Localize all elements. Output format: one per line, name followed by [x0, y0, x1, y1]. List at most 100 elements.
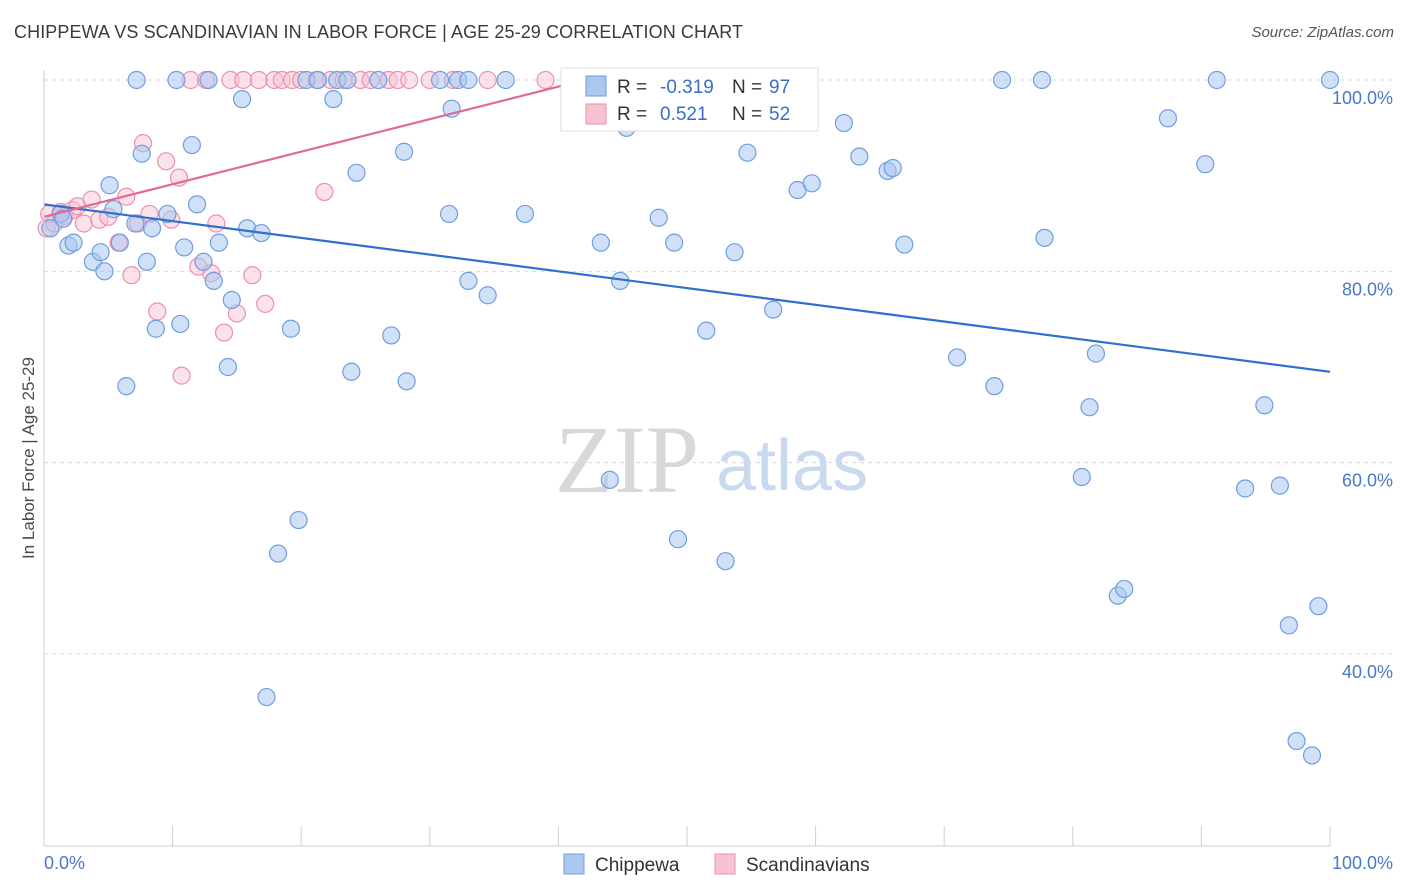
chippewa-point-11 [117, 377, 136, 396]
scandinavians-point-13 [122, 266, 141, 285]
chippewa-point-16 [146, 319, 165, 338]
bottom-legend-scandinavians: Scandinavians [746, 855, 870, 876]
chippewa-points [41, 70, 1340, 765]
chart-title: CHIPPEWA VS SCANDINAVIAN IN LABOR FORCE … [14, 22, 744, 42]
chippewa-point-93 [1309, 597, 1328, 616]
chippewa-point-59 [649, 208, 668, 227]
chippewa-trend-line [43, 203, 1331, 373]
chippewa-point-81 [1086, 344, 1106, 363]
chippewa-point-64 [725, 243, 744, 262]
chippewa-point-24 [194, 252, 213, 271]
chippewa-point-46 [430, 70, 450, 90]
scandinavians-point-46 [400, 70, 419, 90]
chippewa-point-21 [182, 135, 201, 155]
chippewa-point-91 [1287, 731, 1306, 751]
chippewa-point-50 [459, 70, 478, 90]
chippewa-point-70 [850, 147, 869, 166]
chippewa-point-17 [158, 204, 177, 224]
chippewa-point-80 [1080, 398, 1099, 417]
legend-r-label-scandinavians: R = [617, 104, 647, 125]
series-legend: Chippewa Scandinavians [563, 853, 870, 876]
chippewa-point-14 [137, 252, 156, 271]
chippewa-point-56 [600, 470, 619, 489]
chippewa-point-55 [591, 233, 610, 252]
y-tick-label-40: 40.0% [1342, 662, 1393, 682]
chippewa-point-12 [126, 214, 145, 233]
chippewa-point-83 [1115, 579, 1134, 599]
scandinavians-point-30 [234, 70, 253, 90]
x-axis-ticks [43, 826, 1331, 846]
source-credit: Source: ZipAtlas.com [1251, 24, 1394, 41]
chippewa-point-78 [1035, 228, 1054, 247]
bottom-legend-swatch-scandinavians [714, 853, 736, 875]
chippewa-point-0 [41, 219, 60, 238]
chippewa-point-10 [110, 233, 129, 252]
chippewa-point-54 [515, 204, 535, 224]
legend-swatch-chippewa [585, 75, 607, 97]
chippewa-point-18 [167, 70, 186, 90]
chippewa-point-6 [100, 176, 119, 195]
y-axis-tick-labels: 40.0% 60.0% 80.0% 100.0% [1332, 88, 1393, 682]
scandinavians-point-50 [536, 70, 555, 90]
scandinavians-point-21 [172, 366, 191, 385]
scandinavians-point-7 [74, 214, 93, 233]
scandinavians-point-31 [243, 266, 262, 285]
chippewa-point-22 [187, 195, 207, 214]
chippewa-point-87 [1236, 479, 1255, 498]
chippewa-point-42 [347, 163, 366, 182]
chippewa-point-15 [142, 219, 162, 238]
chippewa-point-20 [175, 238, 194, 257]
legend-n-value-scandinavians: 52 [769, 104, 790, 125]
chippewa-point-92 [1302, 746, 1322, 765]
chippewa-point-44 [394, 142, 414, 161]
chippewa-point-85 [1196, 155, 1215, 174]
chippewa-point-25 [204, 271, 223, 290]
legend-n-label-chippewa: N = [732, 77, 762, 98]
chippewa-point-43 [382, 326, 401, 345]
chippewa-point-29 [232, 90, 252, 109]
x-tick-label-0: 0.0% [44, 853, 85, 873]
bottom-legend-chippewa: Chippewa [595, 855, 680, 876]
chippewa-point-51 [459, 271, 478, 290]
legend-r-value-chippewa: -0.319 [660, 77, 714, 98]
chippewa-point-94 [1320, 70, 1340, 90]
chippewa-point-72 [883, 158, 902, 178]
scandinavians-point-33 [256, 294, 275, 313]
chippewa-point-68 [802, 174, 821, 193]
y-tick-label-80: 80.0% [1342, 279, 1393, 299]
chippewa-point-65 [738, 143, 757, 162]
scandinavians-point-18 [157, 152, 176, 171]
chippewa-point-40 [338, 70, 357, 90]
chippewa-point-61 [665, 233, 684, 252]
chippewa-point-32 [257, 687, 276, 707]
chippewa-point-23 [199, 70, 218, 90]
chippewa-point-35 [289, 510, 308, 530]
chippewa-point-88 [1255, 396, 1274, 415]
watermark: ZIP atlas [555, 406, 868, 513]
chippewa-point-19 [171, 314, 190, 334]
chippewa-point-26 [209, 233, 228, 252]
correlation-legend: R = -0.319 N = 97 R = 0.521 N = 52 [560, 67, 819, 132]
chippewa-point-41 [342, 362, 361, 381]
chippewa-point-34 [281, 319, 301, 338]
chippewa-point-90 [1279, 616, 1298, 635]
scandinavians-trend-line [43, 74, 604, 218]
chippewa-point-4 [64, 233, 83, 252]
watermark-atlas: atlas [716, 426, 868, 506]
y-tick-label-100: 100.0% [1332, 88, 1393, 108]
chippewa-point-89 [1270, 476, 1289, 495]
scandinavians-points [37, 70, 613, 385]
chippewa-point-28 [222, 290, 241, 310]
chippewa-point-77 [1032, 70, 1052, 90]
chippewa-point-52 [478, 286, 497, 305]
bottom-legend-swatch-chippewa [563, 853, 585, 875]
legend-n-label-scandinavians: N = [732, 104, 762, 125]
chippewa-point-74 [947, 348, 967, 367]
chippewa-point-63 [716, 552, 735, 571]
scandinavians-point-17 [148, 302, 167, 321]
chippewa-point-76 [992, 70, 1012, 90]
chippewa-point-53 [496, 70, 515, 90]
scandinavians-point-49 [478, 70, 497, 90]
legend-r-value-scandinavians: 0.521 [660, 104, 708, 125]
